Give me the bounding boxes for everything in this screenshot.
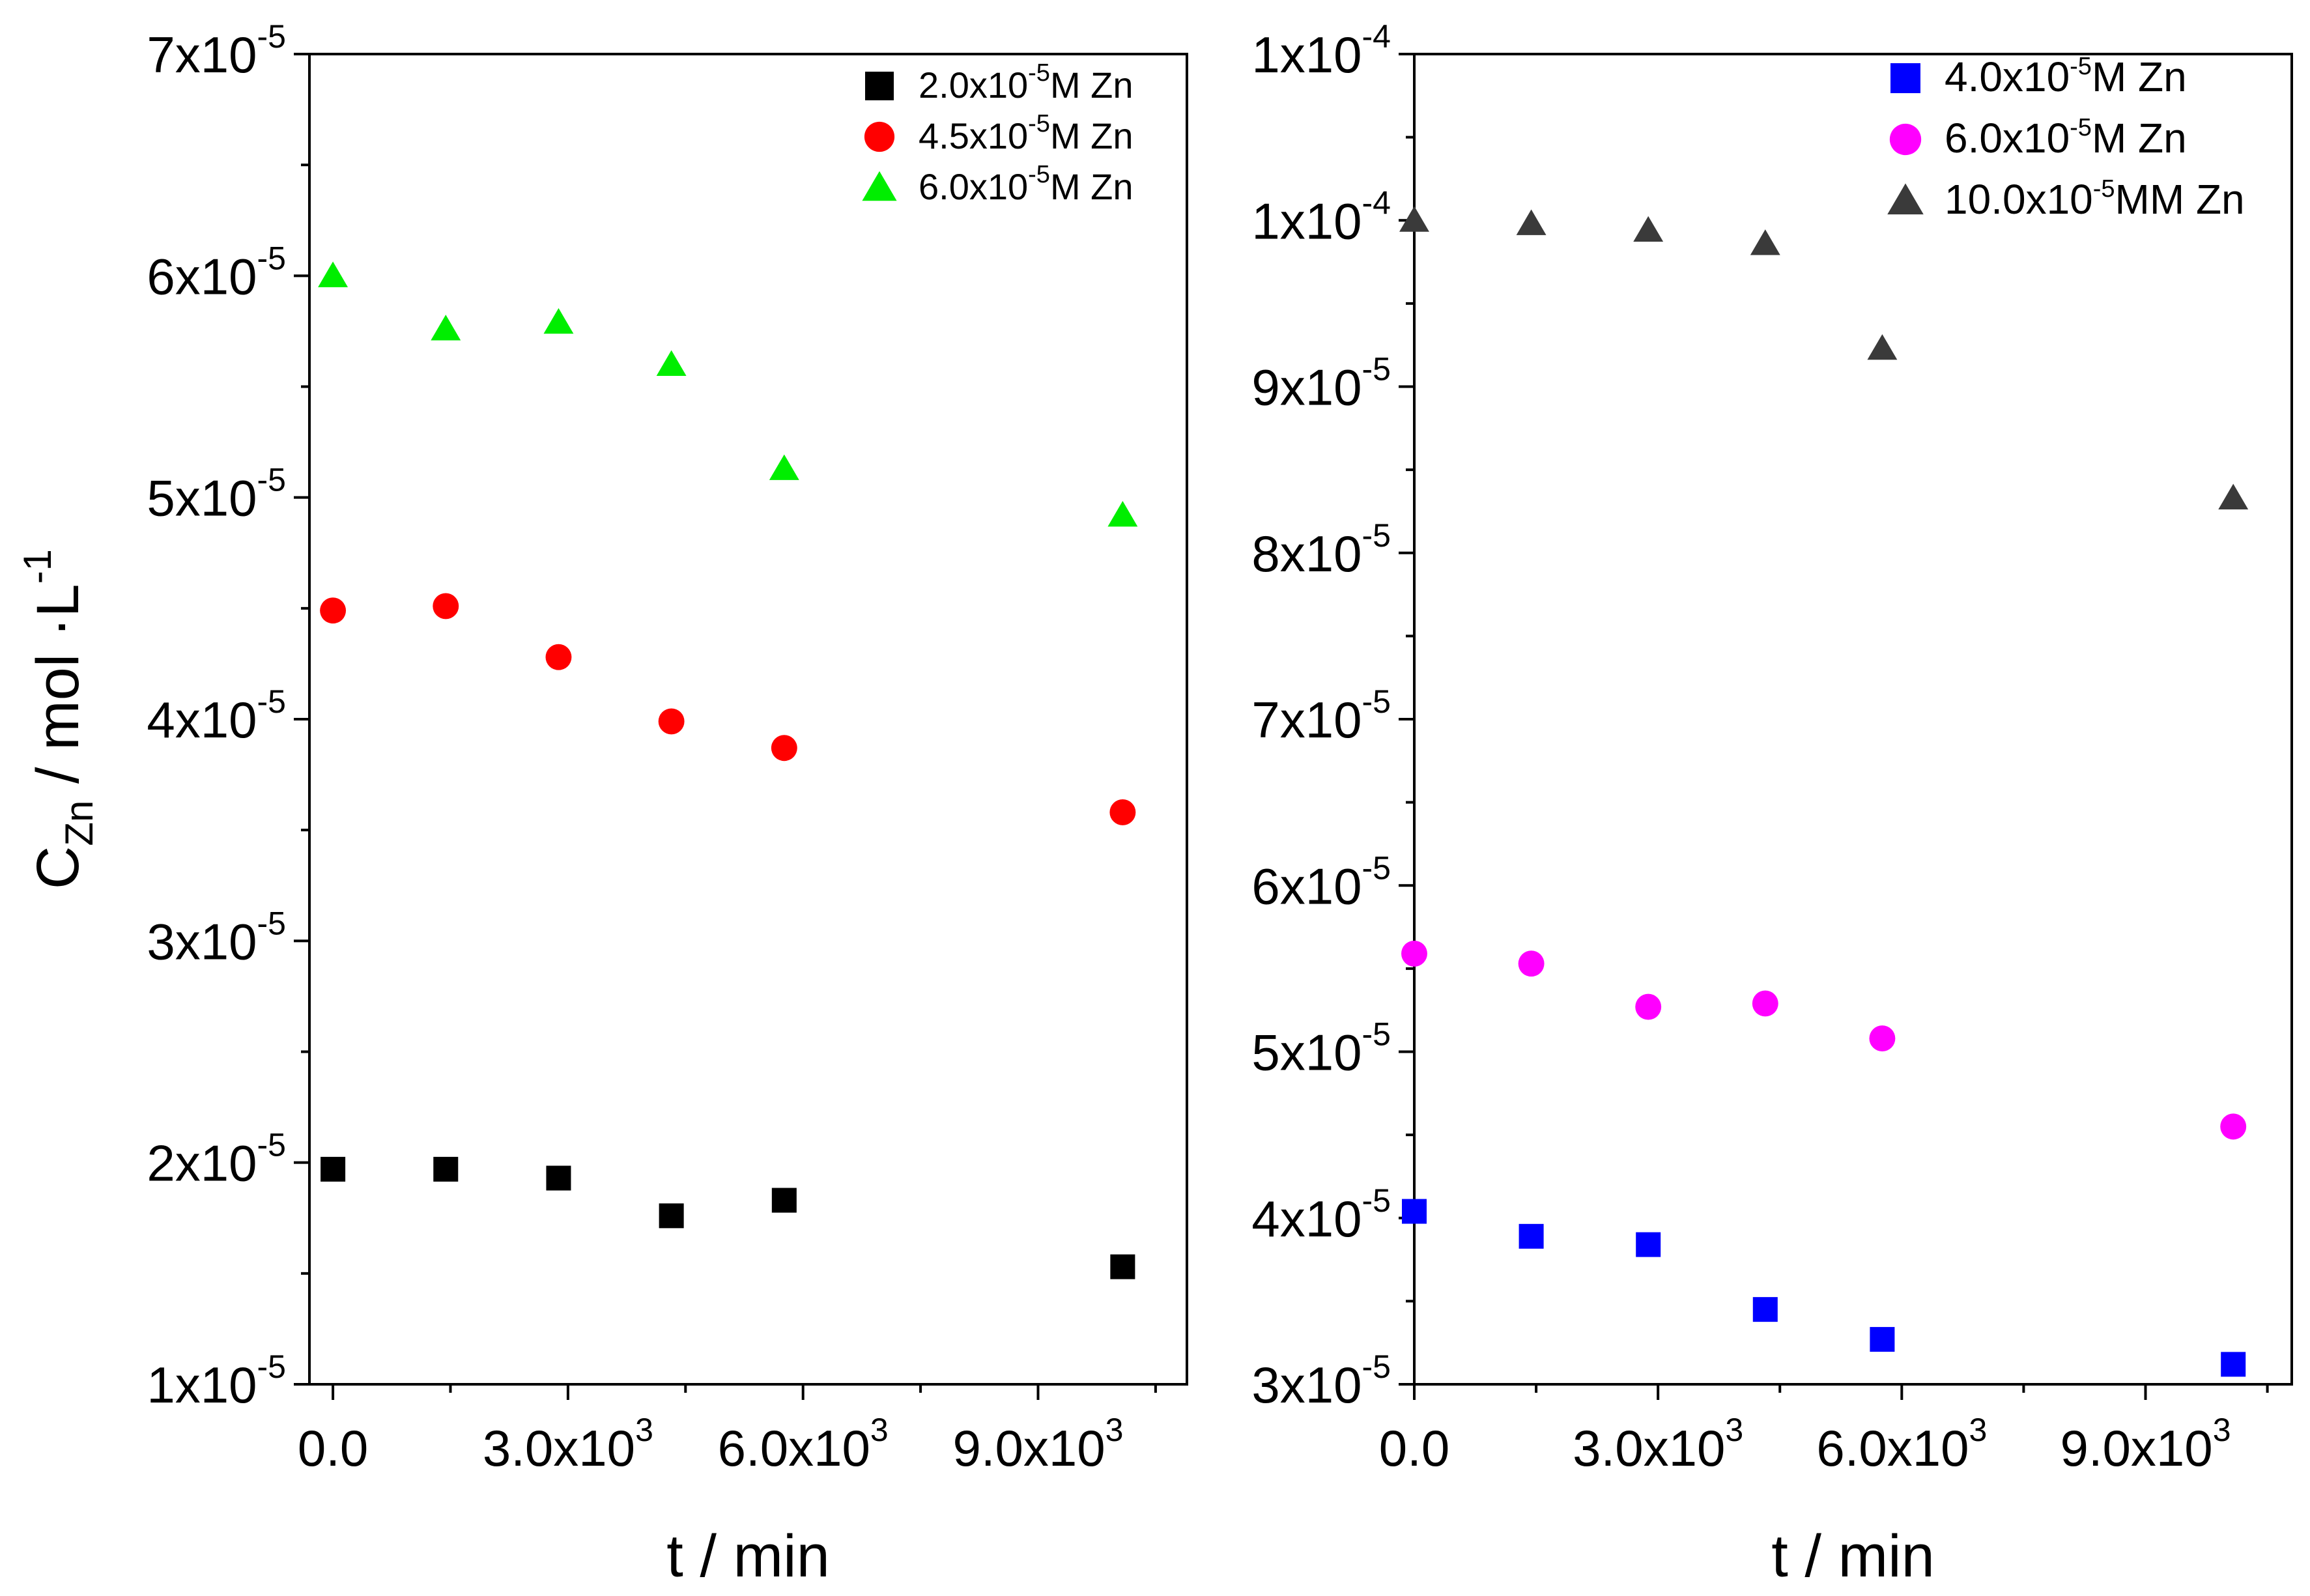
left-legend-marker: [862, 171, 897, 201]
left-series-2: [318, 261, 1138, 527]
left-y-axis-title: CZn / mol ·L-1: [16, 549, 101, 889]
right-x-tick-label: 0.0: [1379, 1419, 1449, 1477]
right-data-point: [1867, 334, 1898, 360]
right-x-tick-label: 9.0x103: [2060, 1412, 2231, 1477]
left-y-tick-label: 7x10-5: [147, 18, 286, 83]
left-data-point: [320, 597, 347, 624]
right-x-axis-title: t / min: [1771, 1523, 1934, 1589]
right-legend-marker: [1889, 123, 1922, 156]
left-data-point: [1110, 1254, 1135, 1279]
right-series-0: [1402, 1199, 2246, 1377]
right-data-point: [2218, 483, 2249, 509]
right-legend-label: 4.0x10-5M Zn: [1945, 53, 2187, 100]
right-data-point: [1633, 216, 1664, 242]
left-x-axis-title: t / min: [666, 1523, 829, 1589]
right-legend-label: 10.0x10-5MM Zn: [1945, 175, 2245, 223]
right-x-tick-label: 6.0x103: [1816, 1412, 1987, 1477]
left-x-tick-label: 3.0x103: [483, 1412, 653, 1477]
left-legend-label: 6.0x10-5M Zn: [919, 161, 1134, 207]
right-data-point: [1869, 1025, 1896, 1052]
right-data-point: [1401, 940, 1427, 967]
left-x-tick-label: 0.0: [298, 1419, 368, 1477]
left-data-point: [318, 261, 349, 287]
left-y-tick-label: 1x10-5: [147, 1348, 286, 1414]
right-data-point: [1399, 206, 1429, 232]
right-y-tick-label: 5x10-5: [1251, 1016, 1391, 1081]
left-data-point: [431, 315, 461, 341]
right-data-point: [1519, 1223, 1544, 1249]
right-data-point: [1635, 993, 1662, 1020]
left-legend-label: 4.5x10-5M Zn: [919, 110, 1134, 156]
left-x-tick-label: 9.0x103: [952, 1412, 1123, 1477]
left-data-point: [659, 1203, 684, 1229]
left-data-point: [433, 1156, 459, 1182]
left-data-point: [433, 593, 459, 620]
right-y-tick-label: 1x10-4: [1251, 18, 1391, 83]
right-data-point: [1870, 1327, 1895, 1352]
left-panel: 1x10-5 2x10-5 3x10-5 4x10-5 5x10-5 6x10-5 7x10…: [16, 18, 1188, 1589]
right-legend: 4.0x10-5M Zn 6.0x10-5M Zn 10.0x10-5MM Zn: [1887, 53, 2245, 223]
right-data-point: [1752, 990, 1778, 1017]
right-data-point: [1516, 209, 1547, 235]
right-y-tick-label: 7x10-5: [1251, 683, 1391, 748]
right-y-tick-label: 9x10-5: [1251, 351, 1391, 416]
right-y-tick-label: 6x10-5: [1251, 849, 1391, 915]
left-data-point: [543, 307, 574, 334]
left-y-tick-label: 5x10-5: [147, 462, 286, 527]
left-legend-label: 2.0x10-5M Zn: [919, 59, 1134, 106]
right-y-tick-label: 8x10-5: [1251, 517, 1391, 582]
right-data-point: [1402, 1199, 1427, 1224]
left-data-point: [771, 735, 797, 762]
right-legend-label: 6.0x10-5M Zn: [1945, 114, 2187, 162]
left-data-point: [546, 1165, 571, 1191]
right-data-point: [1518, 950, 1545, 977]
left-data-point: [656, 350, 687, 376]
left-data-point: [771, 1188, 797, 1213]
left-y-tick-label: 3x10-5: [147, 905, 286, 970]
left-y-tick-label: 6x10-5: [147, 240, 286, 305]
right-data-point: [1636, 1232, 1661, 1257]
left-x-tick-label: 6.0x103: [718, 1412, 889, 1477]
left-y-tick-label: 2x10-5: [147, 1127, 286, 1192]
left-data-point: [1109, 799, 1136, 825]
right-legend-marker: [1890, 63, 1920, 93]
left-y-tick-label: 4x10-5: [147, 683, 286, 748]
right-y-tick-label: 1x10-4: [1251, 184, 1391, 249]
left-data-point: [545, 644, 572, 670]
right-series-2: [1399, 206, 2249, 509]
left-series-0: [321, 1156, 1135, 1279]
right-legend-marker: [1887, 183, 1924, 215]
left-data-point: [321, 1156, 346, 1182]
left-legend: 2.0x10-5M Zn4.5x10-5M Zn 6.0x10-5M Zn: [862, 59, 1134, 207]
right-y-tick-label: 4x10-5: [1251, 1182, 1391, 1247]
left-plot-frame: [308, 53, 1188, 1386]
right-series-1: [1401, 940, 2247, 1140]
right-data-point: [2221, 1352, 2246, 1377]
right-y-tick-label: 3x10-5: [1251, 1348, 1391, 1414]
right-panel: 3x10-5 4x10-5 5x10-5 6x10-5 7x10-5 8x10-5 9x10…: [1251, 18, 2293, 1589]
left-legend-marker: [865, 72, 894, 100]
right-data-point: [2220, 1113, 2247, 1140]
left-series-1: [320, 593, 1136, 825]
left-data-point: [1107, 501, 1138, 527]
left-data-point: [769, 454, 799, 480]
right-data-point: [1752, 1297, 1778, 1322]
right-data-point: [1750, 229, 1780, 255]
left-legend-marker: [864, 121, 895, 152]
right-x-tick-label: 3.0x103: [1573, 1412, 1743, 1477]
right-plot-frame: [1413, 53, 2293, 1386]
left-data-point: [658, 708, 685, 735]
